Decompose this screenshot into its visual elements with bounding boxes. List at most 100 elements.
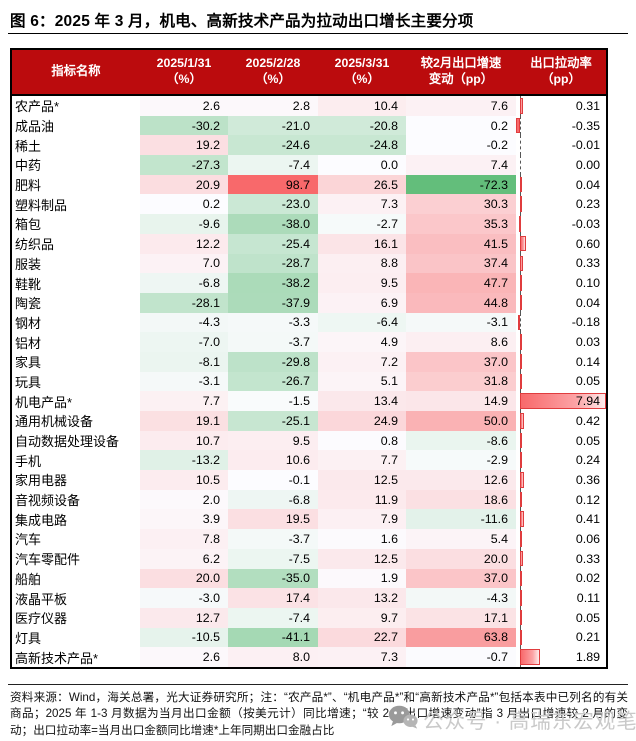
cell-jan: 12.7 <box>140 607 228 628</box>
cell-feb: -3.7 <box>228 332 318 352</box>
row-label: 服装 <box>15 256 42 272</box>
cell-growth-change: -8.6 <box>406 430 516 451</box>
table-row: 医疗仪器 12.7 -7.4 9.7 17.1 0.05 <box>12 607 606 628</box>
cell-feb: -25.1 <box>228 411 318 431</box>
row-label: 纺织品 <box>15 237 55 253</box>
cell-pull-rate: 0.31 <box>516 96 606 116</box>
row-label: 铝材 <box>15 335 42 351</box>
cell-jan: -3.0 <box>140 588 228 608</box>
row-label: 汽车 <box>15 532 42 548</box>
databar <box>519 550 524 567</box>
cell-pull-rate: 0.42 <box>516 411 606 431</box>
row-label: 家用电器 <box>15 473 68 489</box>
cell-mar: 9.5 <box>318 273 406 293</box>
row-label: 船舶 <box>15 571 42 587</box>
row-label: 高新技术产品* <box>15 650 99 666</box>
cell-feb: -38.2 <box>228 273 318 293</box>
row-label: 机电产品* <box>15 394 73 410</box>
table-row: 钢材 -4.3 -3.3 -6.4 -3.1 -0.18 <box>12 312 606 333</box>
cell-growth-change: 47.7 <box>406 273 516 293</box>
databar <box>519 255 524 271</box>
table-row: 稀土 19.2 -24.6 -24.8 -0.2 -0.01 <box>12 135 606 156</box>
column-header-feb: 2025/2/28 （%） <box>245 56 301 86</box>
cell-mar: 7.3 <box>318 194 406 215</box>
table-body: 农产品* 2.6 2.8 10.4 7.6 0.31 成品油 -30.2 -21… <box>12 96 606 667</box>
databar <box>519 176 522 193</box>
table-row: 液晶平板 -3.0 17.4 13.2 -4.3 0.11 <box>12 588 606 608</box>
table-header-row: 指标名称 2025/1/31 （%） 2025/2/28 （%） 2025/3/… <box>12 50 606 96</box>
cell-pull-rate: 0.33 <box>516 253 606 274</box>
row-label: 音视频设备 <box>15 493 81 509</box>
cell-mar: 9.7 <box>318 607 406 628</box>
cell-feb: -38.0 <box>228 214 318 234</box>
cell-mar: 22.7 <box>318 627 406 648</box>
row-label: 灯具 <box>15 630 42 646</box>
cell-mar: 1.9 <box>318 568 406 589</box>
databar <box>519 196 523 212</box>
cell-jan: -3.1 <box>140 371 228 392</box>
cell-feb: -25.4 <box>228 233 318 254</box>
cell-jan: -8.1 <box>140 351 228 372</box>
cell-pull-rate: 0.05 <box>516 430 606 451</box>
cell-jan: 7.7 <box>140 391 228 411</box>
cell-growth-change: -3.1 <box>406 312 516 333</box>
cell-mar: 8.8 <box>318 253 406 274</box>
databar <box>519 373 522 390</box>
cell-jan: 3.9 <box>140 509 228 530</box>
cell-mar: 11.9 <box>318 489 406 510</box>
table-row: 自动数据处理设备 10.7 9.5 0.8 -8.6 0.05 <box>12 430 606 451</box>
cell-pull-rate: 7.94 <box>516 391 606 411</box>
cell-jan: 7.0 <box>140 253 228 274</box>
cell-growth-change: 7.4 <box>406 155 516 175</box>
cell-mar: -2.7 <box>318 214 406 234</box>
cell-pull-rate: 0.03 <box>516 332 606 352</box>
cell-pull-rate: 0.60 <box>516 233 606 254</box>
cell-mar: 12.5 <box>318 548 406 569</box>
row-label: 液晶平板 <box>15 591 68 607</box>
cell-mar: 0.0 <box>318 155 406 175</box>
cell-feb: -23.0 <box>228 194 318 215</box>
cell-growth-change: 7.6 <box>406 96 516 116</box>
row-label: 中药 <box>15 158 42 174</box>
cell-jan: -30.2 <box>140 115 228 136</box>
cell-jan: 7.8 <box>140 529 228 549</box>
cell-pull-rate: -0.35 <box>516 115 606 136</box>
databar <box>519 393 606 409</box>
cell-feb: -37.9 <box>228 292 318 313</box>
cell-jan: 6.2 <box>140 548 228 569</box>
export-data-table: 指标名称 2025/1/31 （%） 2025/2/28 （%） 2025/3/… <box>10 48 608 669</box>
footer-divider <box>8 684 628 685</box>
cell-feb: -3.7 <box>228 529 318 549</box>
table-row: 纺织品 12.2 -25.4 16.1 41.5 0.60 <box>12 233 606 254</box>
cell-mar: 6.9 <box>318 292 406 313</box>
cell-growth-change: 37.0 <box>406 351 516 372</box>
cell-mar: 7.9 <box>318 509 406 530</box>
cell-feb: -28.7 <box>228 253 318 274</box>
table-row: 音视频设备 2.0 -6.8 11.9 18.6 0.12 <box>12 489 606 510</box>
cell-mar: 5.1 <box>318 371 406 392</box>
row-label: 汽车零配件 <box>15 552 81 568</box>
row-label: 集成电路 <box>15 512 68 528</box>
cell-pull-rate: 0.33 <box>516 548 606 569</box>
cell-mar: 13.4 <box>318 391 406 411</box>
cell-feb: 9.5 <box>228 430 318 451</box>
cell-growth-change: 12.6 <box>406 470 516 490</box>
cell-growth-change: -72.3 <box>406 174 516 195</box>
row-label: 稀土 <box>15 138 42 154</box>
cell-mar: 0.8 <box>318 430 406 451</box>
column-header-pull-rate: 出口拉动率 （pp） <box>530 56 592 86</box>
table-row: 汽车零配件 6.2 -7.5 12.5 20.0 0.33 <box>12 548 606 569</box>
column-header-mar: 2025/3/31 （%） <box>334 56 390 86</box>
table-row: 汽车 7.8 -3.7 1.6 5.4 0.06 <box>12 529 606 549</box>
cell-mar: 7.2 <box>318 351 406 372</box>
table-row: 手机 -13.2 10.6 7.7 -2.9 0.24 <box>12 450 606 471</box>
table-row: 服装 7.0 -28.7 8.8 37.4 0.33 <box>12 253 606 274</box>
cell-growth-change: 37.0 <box>406 568 516 589</box>
cell-growth-change: 37.4 <box>406 253 516 274</box>
row-label: 箱包 <box>15 217 42 233</box>
cell-growth-change: 8.6 <box>406 332 516 352</box>
table-row: 灯具 -10.5 -41.1 22.7 63.8 0.21 <box>12 627 606 648</box>
cell-pull-rate: 0.05 <box>516 607 606 628</box>
databar-axis <box>519 155 521 175</box>
